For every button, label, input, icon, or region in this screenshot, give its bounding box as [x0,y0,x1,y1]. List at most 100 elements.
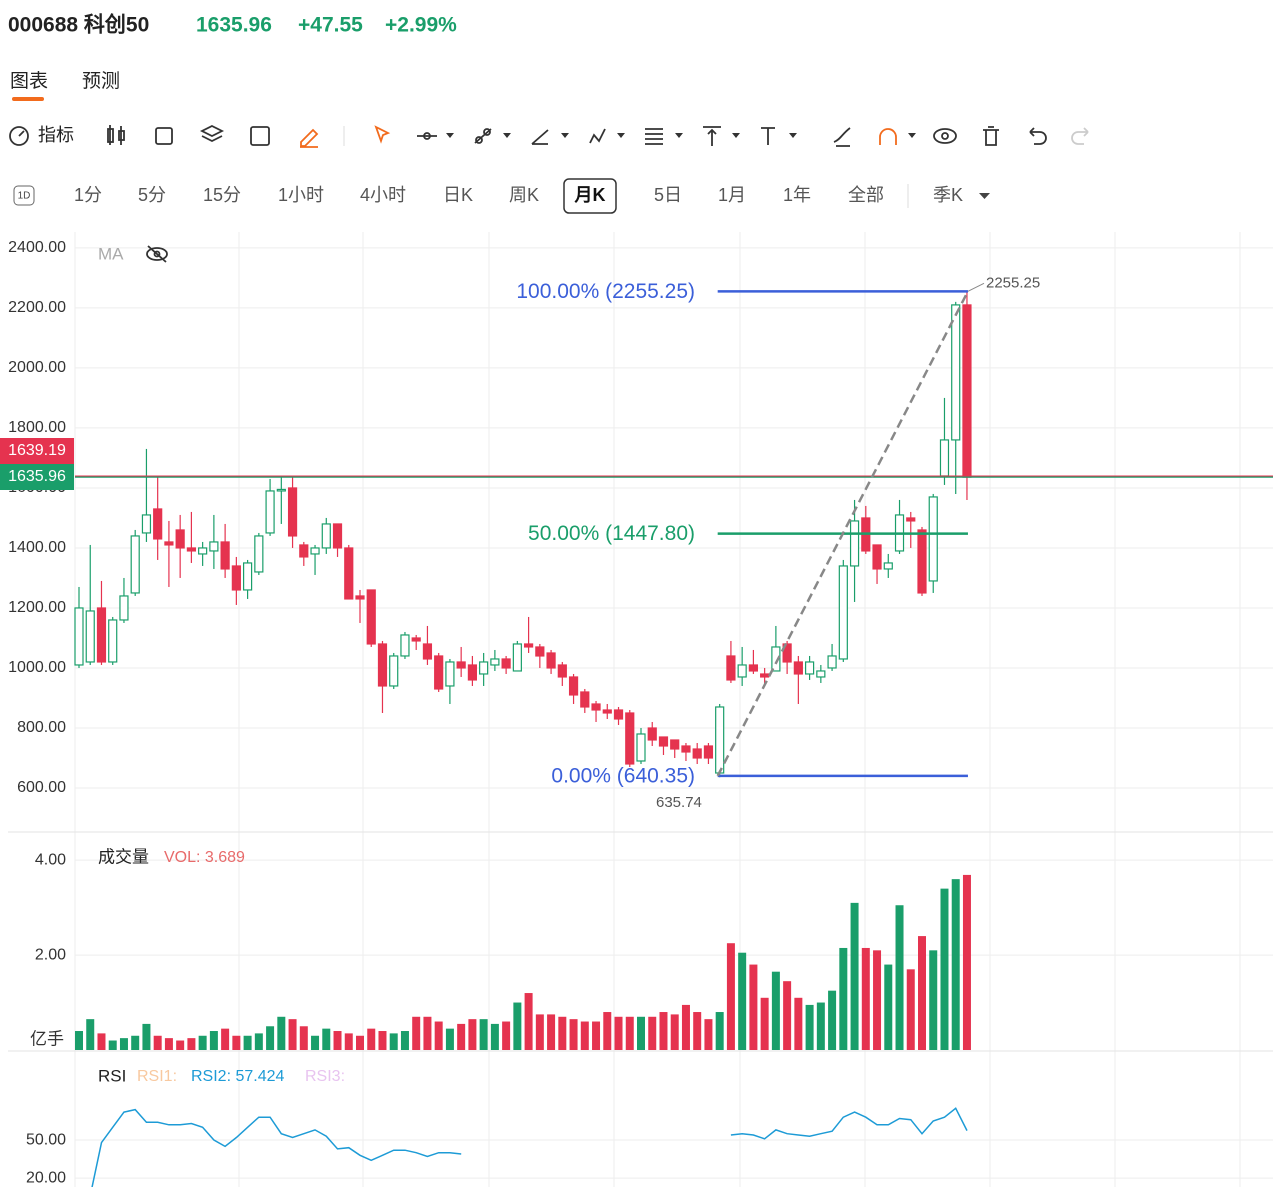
volume-bar [243,1035,252,1050]
pen-icon[interactable] [300,128,319,148]
candle-body [119,595,129,621]
candle-body [512,643,522,672]
volume-bar [142,1023,151,1050]
legend-entry: RSI3: [305,1068,345,1085]
volume-bar [951,879,960,1050]
timeframe[interactable]: 5分 [138,185,166,205]
volume-bar [659,1012,668,1050]
timeframe[interactable]: 月K [574,185,606,205]
candle-body [703,745,714,759]
price-tag [0,464,74,490]
indicator-button[interactable]: 指标 [38,125,74,145]
toolbar: 指标 [9,124,1089,148]
y-tick-label: 50.00 [26,1131,66,1148]
cursor-icon[interactable] [374,125,391,144]
candle-body [928,496,938,582]
volume-bar [929,950,938,1050]
candle-icon[interactable] [107,125,125,145]
y-tick-label: 20.00 [26,1169,66,1186]
badge[interactable]: 1D [18,191,31,202]
candle-body [445,661,455,687]
volume-bar [850,902,859,1050]
timeframe[interactable]: 1分 [74,185,102,205]
vs-icon[interactable] [250,126,270,146]
volume-bar [738,952,747,1050]
candle-body [670,739,680,750]
timeframe[interactable]: 日K [443,185,473,205]
volume-bar [468,1019,477,1050]
timeframe[interactable]: 季K [933,185,963,205]
eye-icon[interactable] [146,245,168,263]
price-tag-label: 1635.96 [8,468,66,485]
candle-body [422,643,433,660]
candle-body [636,733,646,762]
volume-bar [580,1021,589,1050]
y-tick-label: 1200.00 [8,599,66,616]
volume-bar [434,1021,443,1050]
volume-bar [153,1035,162,1050]
timeframe[interactable]: 1月 [718,185,746,205]
timeframe[interactable]: 1年 [783,185,811,205]
price-tag-label: 1639.19 [8,442,66,459]
candle-body [681,745,691,753]
volume-bar [547,1014,556,1050]
volume-bar [805,1004,814,1050]
candle-body [276,488,286,492]
timeframe[interactable]: 5日 [654,185,682,205]
volume-bar [637,1016,645,1050]
timeframe[interactable]: 1小时 [278,185,324,205]
candle-body [434,655,444,690]
volume-bar [266,1026,275,1050]
fib-label: 50.00% (1447.80) [528,522,695,545]
volume-bar [389,1033,398,1050]
rect-icon[interactable] [155,127,173,145]
indicator-icon[interactable] [9,126,29,146]
y-tick-label: 2200.00 [8,299,66,316]
volume-bar [839,947,848,1050]
candle-body [951,304,961,441]
draw-tools[interactable] [417,126,1089,147]
volume-bar [895,905,904,1050]
timeframe[interactable]: 4小时 [360,185,406,205]
tab[interactable]: 预测 [82,70,120,92]
layers-icon[interactable] [199,124,225,143]
volume-bar [614,1016,623,1050]
y-tick-label: 1400.00 [8,539,66,556]
candle-body [760,673,770,678]
volume-bar [558,1016,567,1050]
tab[interactable]: 图表 [10,70,48,92]
volume-bar [603,1012,612,1050]
candle-body [467,664,477,681]
candle-body [389,655,399,687]
candle-body [523,643,534,648]
timeframe[interactable]: 周K [509,185,539,205]
timeframe[interactable]: 15分 [203,185,241,205]
volume-bar [535,1014,544,1050]
volume-bar [412,1016,421,1050]
y-tick-label: 600.00 [17,779,66,796]
candle-body [130,535,140,594]
low-label: 635.74 [656,794,702,811]
candle-body [265,490,275,534]
candle-body [332,523,343,549]
candle-body [771,646,781,672]
volume-bar [940,888,949,1050]
volume-bar [704,1019,713,1050]
candle-body [254,535,264,573]
candle-body [917,529,927,594]
candle-body [490,658,500,666]
volume-bar [884,964,893,1050]
volume-bar [311,1035,320,1050]
change-pct: +2.99% [385,14,457,37]
candle-body [557,664,567,678]
candle-body [186,547,196,552]
timeframe[interactable]: 全部 [848,185,884,205]
volume-bar [423,1016,432,1050]
candle-body [546,652,556,669]
volume-bar [131,1035,140,1050]
volume-bar [164,1038,173,1050]
volume-bar [97,1033,106,1050]
volume-bar [592,1021,601,1050]
candle-body [108,619,118,663]
volume-bar [232,1035,241,1050]
